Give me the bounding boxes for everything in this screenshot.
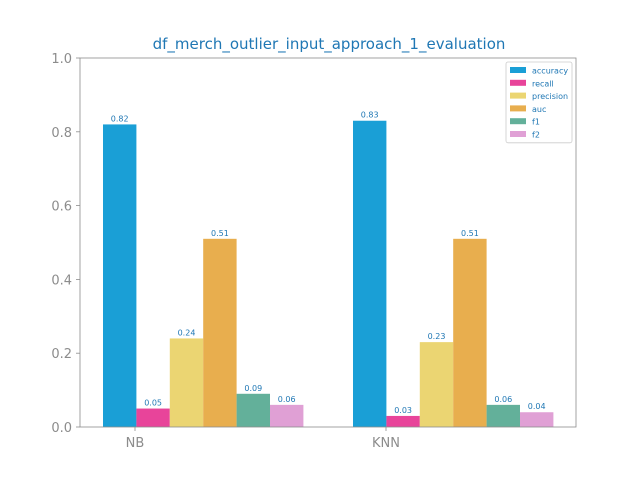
legend-label-recall: recall bbox=[532, 79, 554, 88]
y-tick-label: 0.6 bbox=[51, 200, 72, 215]
legend-label-accuracy: accuracy bbox=[532, 67, 568, 76]
legend-label-precision: precision bbox=[532, 92, 568, 101]
legend: accuracy recall precision auc f1 f2 bbox=[505, 61, 573, 144]
data-label-f1-knn: 0.06 bbox=[494, 395, 512, 404]
data-label-precision-knn: 0.23 bbox=[428, 332, 446, 341]
legend-label-f2: f2 bbox=[532, 131, 540, 140]
y-tick-label: 0.0 bbox=[51, 421, 72, 436]
bar-precision-nb bbox=[169, 338, 204, 427]
data-label-accuracy-knn: 0.83 bbox=[361, 111, 379, 120]
legend-swatch-auc bbox=[510, 105, 526, 112]
y-tick-label: 0.4 bbox=[51, 273, 72, 288]
bar-precision-knn bbox=[419, 342, 454, 427]
legend-swatch-accuracy bbox=[510, 67, 526, 73]
y-tick-label: 0.8 bbox=[51, 126, 72, 141]
bar-recall-knn bbox=[386, 415, 420, 427]
bar-auc-nb bbox=[203, 238, 237, 427]
bar-f1-knn bbox=[486, 404, 520, 427]
x-tick-label-nb: NB bbox=[126, 436, 145, 451]
x-tick-label-knn: KNN bbox=[372, 436, 400, 451]
data-label-f2-nb: 0.06 bbox=[278, 395, 296, 404]
legend-swatch-f2 bbox=[510, 131, 526, 137]
data-label-recall-nb: 0.05 bbox=[144, 399, 162, 408]
data-label-accuracy-nb: 0.82 bbox=[111, 114, 129, 123]
data-label-f2-knn: 0.04 bbox=[528, 402, 546, 411]
bar-recall-nb bbox=[136, 408, 170, 427]
data-label-auc-knn: 0.51 bbox=[461, 229, 479, 238]
data-label-precision-nb: 0.24 bbox=[178, 328, 196, 337]
bar-f1-nb bbox=[236, 393, 270, 427]
legend-swatch-f1 bbox=[510, 118, 526, 125]
y-tick-label: 0.2 bbox=[51, 347, 72, 362]
bar-f2-knn bbox=[520, 412, 554, 427]
legend-swatch-precision bbox=[510, 92, 526, 99]
bar-accuracy-knn bbox=[353, 120, 387, 427]
data-labels-layer: 0.82 0.05 0.24 0.51 0.09 0.06 0.83 0.03 0.23 0.51… bbox=[111, 111, 546, 415]
bar-auc-knn bbox=[453, 238, 487, 427]
legend-swatch-recall bbox=[510, 79, 526, 86]
data-label-f1-nb: 0.09 bbox=[244, 384, 262, 393]
data-label-recall-knn: 0.03 bbox=[394, 406, 412, 415]
legend-label-auc: auc bbox=[532, 105, 546, 114]
bar-f2-nb bbox=[270, 404, 304, 427]
chart-title: df_merch_outlier_input_approach_1_evalua… bbox=[153, 35, 506, 54]
axes-layer: 0.0 0.2 0.4 0.6 0.8 1.0 NB KNN bbox=[51, 52, 577, 451]
y-tick-label: 1.0 bbox=[51, 52, 72, 67]
plot-frame bbox=[79, 57, 577, 428]
bar-accuracy-nb bbox=[103, 124, 137, 428]
bars-layer bbox=[103, 120, 554, 428]
legend-label-f1: f1 bbox=[532, 118, 540, 127]
data-label-auc-nb: 0.51 bbox=[211, 229, 229, 238]
